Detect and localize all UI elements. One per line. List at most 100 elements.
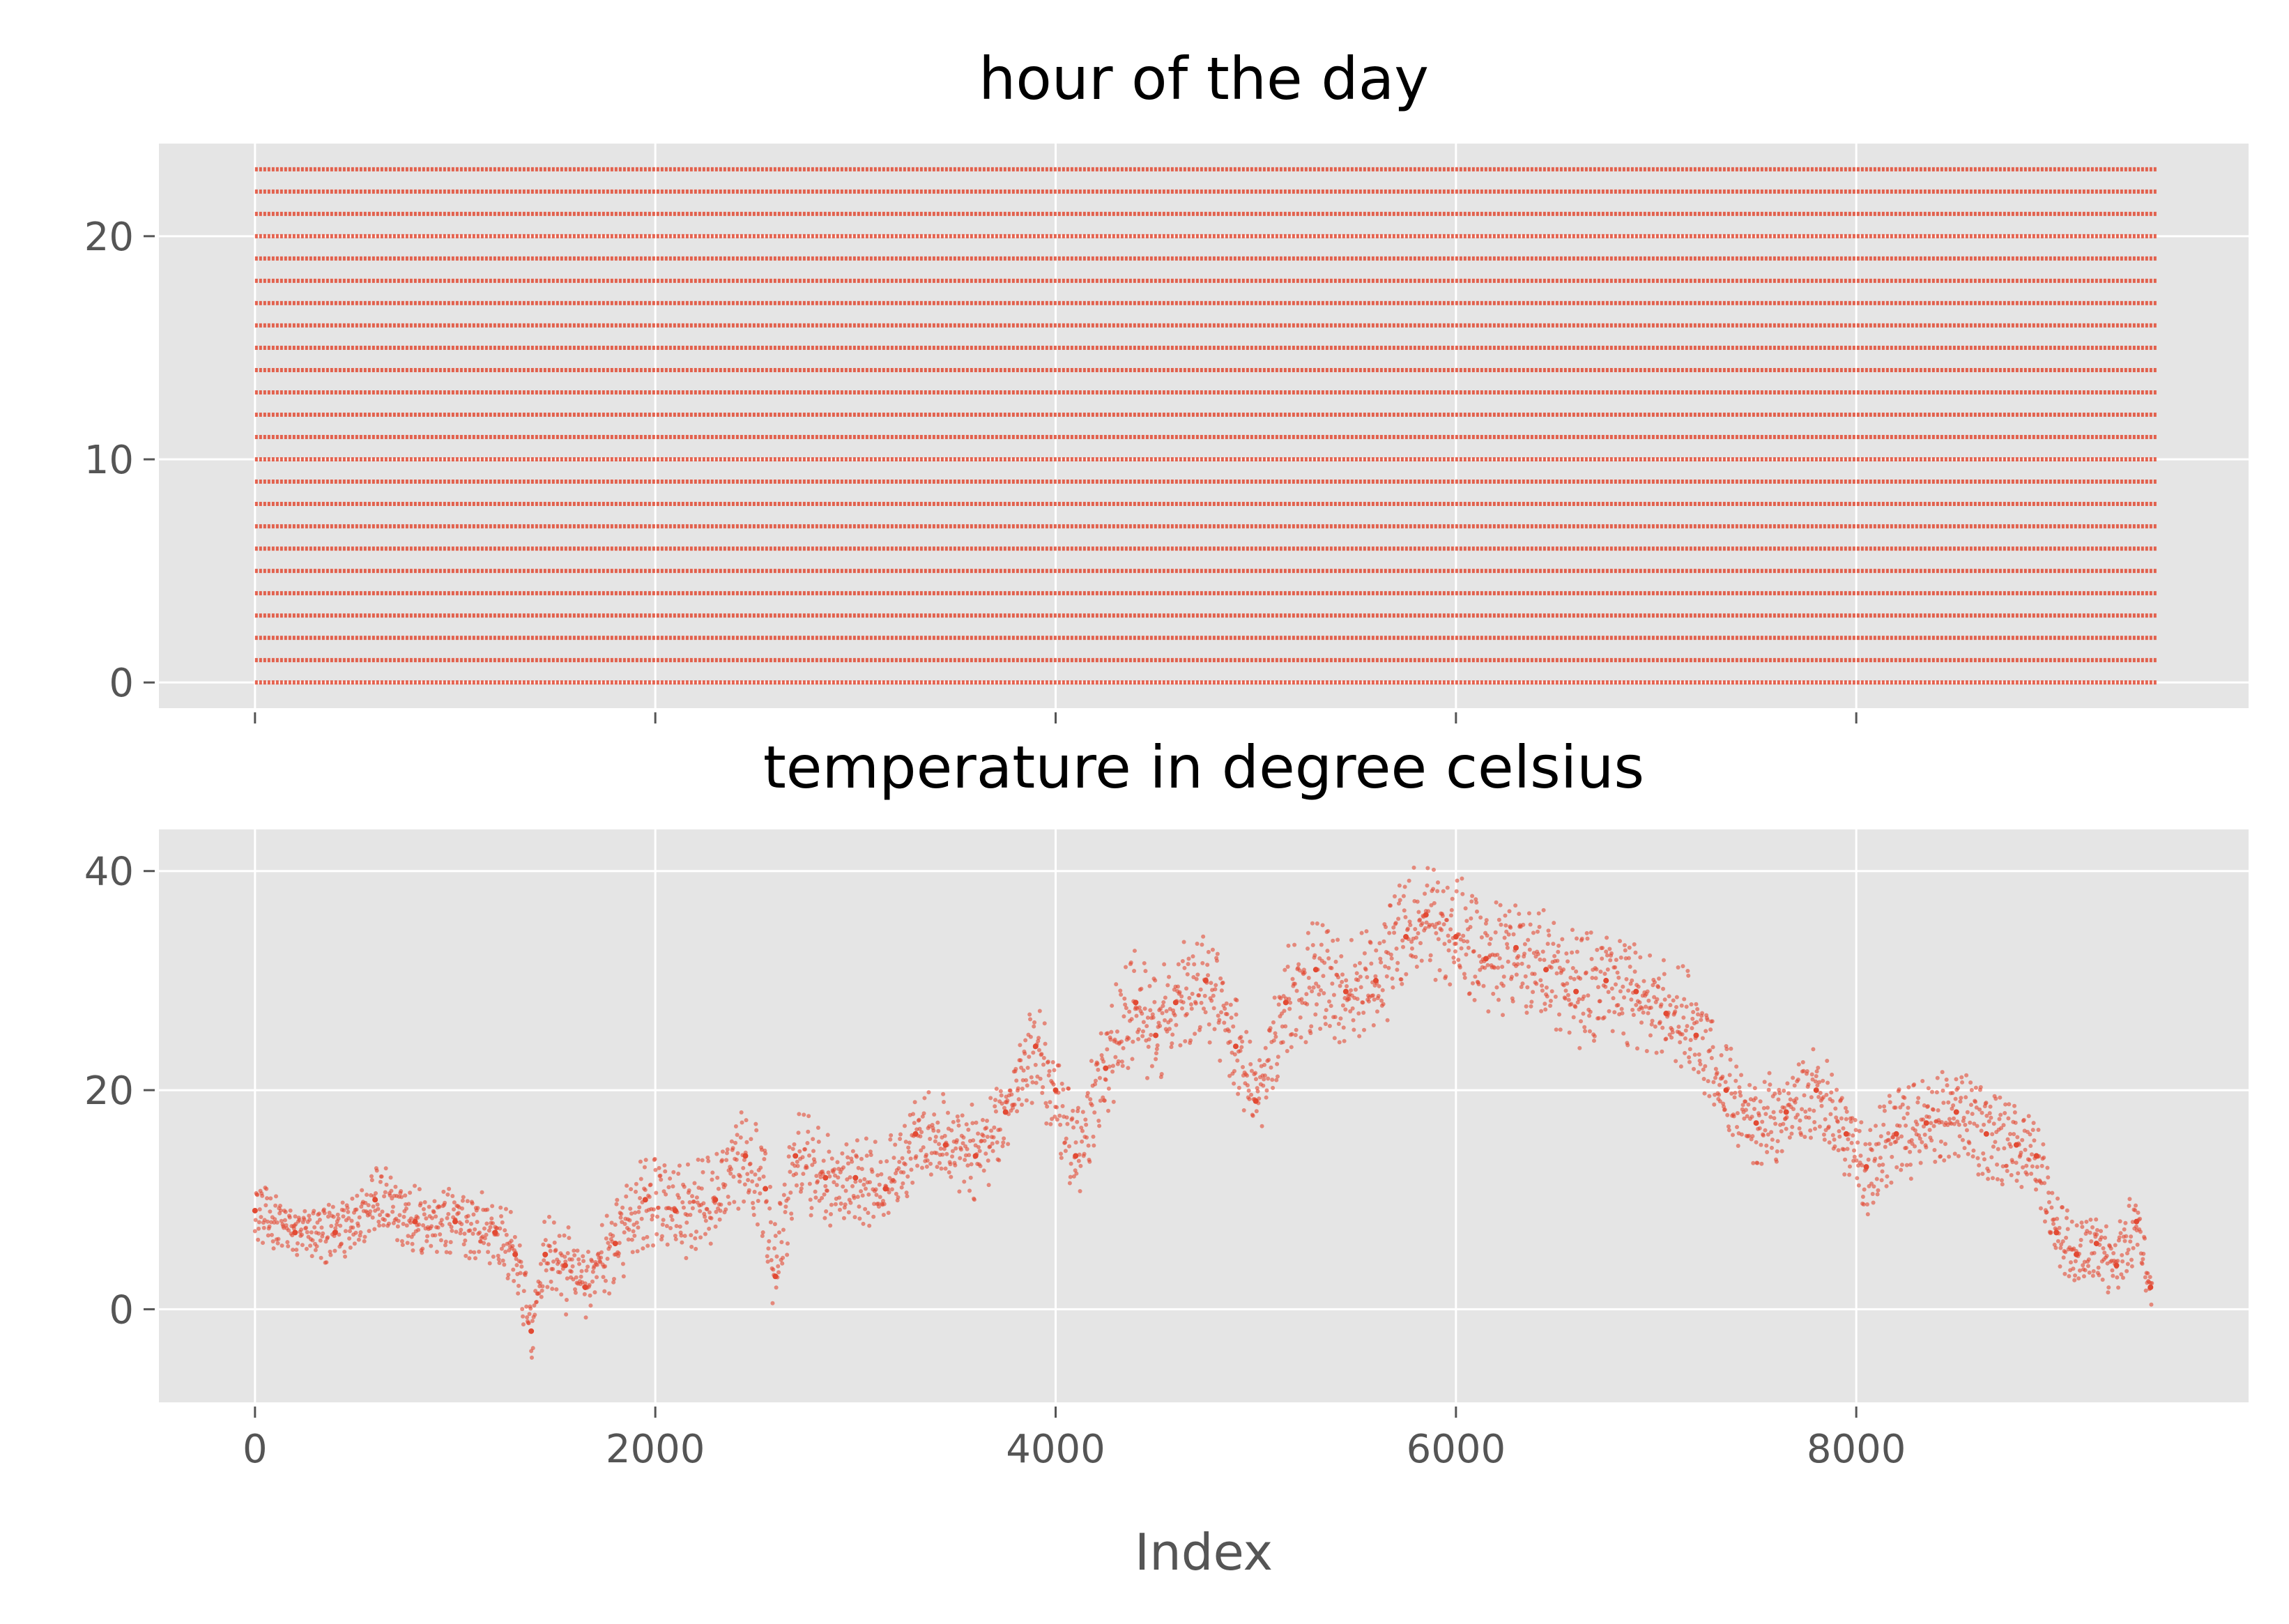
temperature-point	[1874, 1177, 1879, 1181]
temperature-point	[2123, 1220, 2128, 1225]
temperature-point	[1529, 1004, 1533, 1009]
temperature-point	[1223, 1006, 1227, 1011]
temperature-point	[1830, 1133, 1835, 1137]
temperature-point	[373, 1191, 378, 1196]
temperature-point	[2115, 1259, 2120, 1264]
temperature-point	[2010, 1160, 2015, 1165]
temperature-point	[2122, 1239, 2127, 1243]
temperature-point	[424, 1239, 429, 1243]
temperature-point	[1185, 972, 1190, 976]
temperature-point	[1447, 939, 1452, 944]
temperature-point	[1825, 1059, 1830, 1064]
temperature-point	[1847, 1164, 1852, 1169]
temperature-point	[1618, 989, 1623, 994]
temperature-point	[390, 1204, 395, 1209]
temperature-point	[1099, 1053, 1104, 1058]
temperature-point	[731, 1174, 736, 1179]
temperature-point	[1763, 1112, 1768, 1117]
temperature-point	[404, 1223, 409, 1228]
temperature-point	[876, 1204, 881, 1209]
temperature-point	[507, 1248, 512, 1253]
temperature-point	[1674, 995, 1679, 999]
temperature-point	[622, 1221, 627, 1226]
temperature-point	[2081, 1274, 2086, 1279]
temperature-point	[1988, 1104, 1993, 1109]
temperature-point	[1982, 1157, 1986, 1162]
temperature-point	[1473, 897, 1478, 902]
temperature-point	[390, 1209, 395, 1214]
temperature-point	[1661, 986, 1666, 991]
temperature-point	[1031, 1050, 1036, 1055]
temperature-point	[1455, 878, 1460, 883]
temperature-point	[347, 1229, 352, 1234]
temperature-point	[1598, 999, 1602, 1004]
temperature-point	[565, 1276, 569, 1281]
temperature-point	[1970, 1112, 1975, 1117]
temperature-point	[1132, 968, 1137, 973]
temperature-point	[2113, 1243, 2118, 1248]
temperature-point	[1390, 976, 1395, 981]
temperature-point	[1821, 1095, 1826, 1100]
temperature-point	[542, 1253, 547, 1258]
temperature-point	[1149, 1064, 1154, 1068]
temperature-point	[1324, 1008, 1329, 1013]
temperature-point	[793, 1163, 797, 1168]
temperature-point	[383, 1166, 388, 1171]
temperature-point	[1595, 947, 1600, 952]
temperature-point	[2106, 1290, 2111, 1295]
temperature-point	[1119, 1039, 1124, 1044]
temperature-point	[581, 1259, 586, 1264]
temperature-point	[1105, 1031, 1110, 1036]
temperature-point	[1042, 1021, 1047, 1026]
temperature-point	[2099, 1235, 2104, 1240]
temperature-point	[1239, 1034, 1243, 1039]
temperature-point	[1796, 1078, 1800, 1082]
temperature-point	[1947, 1117, 1952, 1121]
temperature-point	[1853, 1128, 1858, 1133]
temperature-point	[1984, 1113, 1989, 1118]
temperature-point	[443, 1243, 447, 1248]
temperature-point	[1929, 1089, 1934, 1094]
temperature-point	[1034, 1042, 1039, 1047]
temperature-point	[1734, 1064, 1739, 1069]
temperature-point	[1343, 1007, 1348, 1012]
temperature-point	[307, 1217, 312, 1222]
temperature-point	[2079, 1237, 2083, 1242]
temperature-point	[1262, 1073, 1267, 1078]
temperature-point	[654, 1190, 659, 1195]
temperature-point	[1274, 1078, 1279, 1082]
temperature-point	[684, 1220, 689, 1225]
temperature-point	[1777, 1091, 1782, 1096]
temperature-point	[760, 1234, 765, 1239]
temperature-point	[1464, 952, 1469, 957]
temperature-point	[1377, 983, 1381, 988]
temperature-point	[1253, 1097, 1257, 1102]
temperature-point	[982, 1138, 987, 1143]
temperature-point	[1200, 942, 1204, 947]
temperature-point	[1023, 1078, 1028, 1082]
temperature-point	[1344, 978, 1349, 983]
temperature-point	[590, 1279, 595, 1284]
temperature-point	[1325, 949, 1330, 953]
temperature-point	[380, 1209, 385, 1214]
temperature-point	[1578, 976, 1583, 981]
temperature-point	[1329, 1004, 1333, 1009]
temperature-point	[1303, 1040, 1308, 1045]
temperature-point	[1738, 1093, 1743, 1098]
temperature-point	[1029, 1101, 1034, 1105]
temperature-point	[785, 1241, 790, 1246]
temperature-point	[2145, 1271, 2150, 1276]
temperature-point	[1587, 1013, 1592, 1018]
temperature-point	[787, 1144, 792, 1149]
temperature-point	[1920, 1079, 1925, 1084]
temperature-point	[2007, 1102, 2012, 1107]
temperature-point	[737, 1179, 742, 1184]
temperature-point	[1041, 1062, 1046, 1067]
temperature-chart-points	[252, 865, 2154, 1360]
temperature-point	[1085, 1135, 1089, 1140]
temperature-point	[1814, 1073, 1819, 1078]
temperature-point	[1600, 956, 1605, 961]
temperature-point	[749, 1170, 754, 1174]
temperature-point	[270, 1239, 275, 1243]
temperature-point	[1975, 1156, 1980, 1160]
